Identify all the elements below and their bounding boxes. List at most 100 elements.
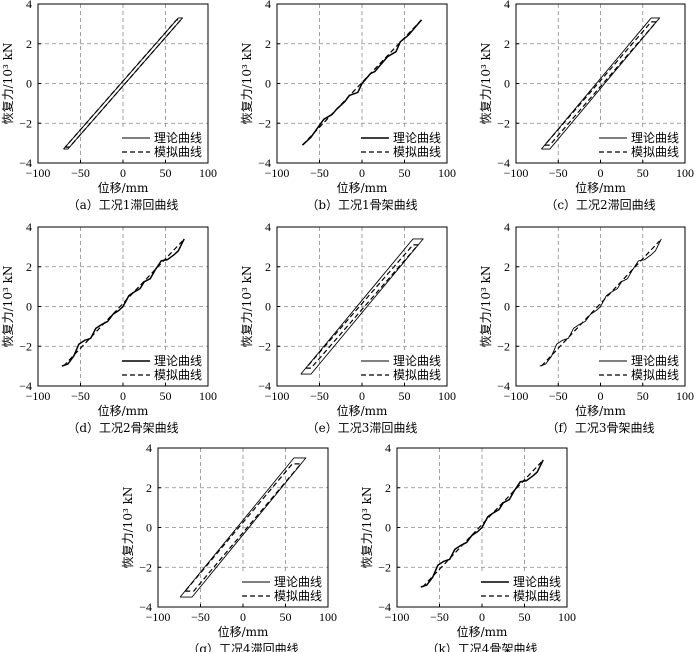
y-tick-label: 0 xyxy=(265,300,271,314)
series-line-theory xyxy=(300,238,424,375)
y-tick-label: −2 xyxy=(497,339,510,353)
y-axis-label: 恢复力/10³ kN xyxy=(240,43,254,125)
x-tick-label: −50 xyxy=(310,389,329,403)
chart-c: −100 −50 0 50 100 −4 −2 0 2 4 位移/mm 恢复力/10³ kN （c）工况… xyxy=(479,0,694,212)
x-tick-label: −100 xyxy=(265,166,290,180)
legend-label: 模拟曲线 xyxy=(274,589,322,603)
legend-label: 理论曲线 xyxy=(631,131,679,145)
series-line-theory xyxy=(179,457,307,598)
y-tick-label: 0 xyxy=(26,77,32,91)
legend-box xyxy=(595,352,681,382)
chart-caption: （d）工况2骨架曲线 xyxy=(67,421,178,435)
chart-a: −100 −50 0 50 100 −4 −2 0 2 4 位移/mm 恢复力/10³ kN （a）工况… xyxy=(1,0,217,212)
x-tick-label: 0 xyxy=(240,610,246,624)
x-tick-label: −50 xyxy=(549,389,568,403)
chart-k: −100 −50 0 50 100 −4 −2 0 2 4 位移/mm 恢复力/10³ kN （k）工况… xyxy=(360,441,576,652)
y-tick-label: 0 xyxy=(26,300,32,314)
x-tick-label: 50 xyxy=(399,166,411,180)
x-tick-label: 100 xyxy=(558,610,576,624)
chart-e: −100 −50 0 50 100 −4 −2 0 2 4 位移/mm 恢复力/10³ kN （e）工况… xyxy=(240,220,456,435)
x-tick-label: 0 xyxy=(120,389,126,403)
x-tick-label: −100 xyxy=(265,389,290,403)
y-axis-label: 恢复力/10³ kN xyxy=(121,487,135,569)
legend-box xyxy=(238,573,324,603)
x-tick-label: −100 xyxy=(385,610,410,624)
y-tick-label: 2 xyxy=(504,260,510,274)
x-axis-label: 位移/mm xyxy=(575,180,626,195)
x-axis-label: 位移/mm xyxy=(218,624,269,639)
x-tick-label: 100 xyxy=(438,389,456,403)
legend-label: 模拟曲线 xyxy=(393,368,441,382)
y-tick-label: 0 xyxy=(504,77,510,91)
y-tick-label: 0 xyxy=(146,521,152,535)
chart-caption: （g）工况4滞回曲线 xyxy=(187,642,298,652)
y-tick-label: −2 xyxy=(19,116,32,130)
series-line-simulation xyxy=(305,244,419,369)
x-axis-label: 位移/mm xyxy=(337,403,388,418)
y-tick-label: 4 xyxy=(26,0,32,11)
chart-caption: （k）工况4骨架曲线 xyxy=(427,642,538,652)
chart-caption: （c）工况2滞回曲线 xyxy=(545,198,655,212)
legend-label: 理论曲线 xyxy=(393,131,441,145)
legend-box xyxy=(118,129,204,159)
y-tick-label: 2 xyxy=(265,37,271,51)
x-tick-label: 100 xyxy=(438,166,456,180)
y-tick-label: −2 xyxy=(258,339,271,353)
series-line-simulation xyxy=(422,461,542,588)
y-tick-label: 2 xyxy=(504,37,510,51)
x-tick-label: 0 xyxy=(598,166,604,180)
x-tick-label: −50 xyxy=(549,166,568,180)
x-tick-label: 50 xyxy=(160,166,172,180)
legend-label: 模拟曲线 xyxy=(631,145,679,159)
x-tick-label: −50 xyxy=(71,389,90,403)
y-tick-label: −2 xyxy=(139,560,152,574)
y-tick-label: 2 xyxy=(146,481,152,495)
y-tick-label: −4 xyxy=(258,156,271,170)
x-tick-label: 100 xyxy=(319,610,337,624)
x-tick-label: 0 xyxy=(359,166,365,180)
y-tick-label: 4 xyxy=(385,441,391,455)
chart-g: −100 −50 0 50 100 −4 −2 0 2 4 位移/mm 恢复力/10³ kN （g）工况… xyxy=(121,441,337,652)
y-tick-label: −2 xyxy=(258,116,271,130)
x-tick-label: 50 xyxy=(399,389,411,403)
y-axis-label: 恢复力/10³ kN xyxy=(1,43,15,125)
chart-caption: （b）工况1骨架曲线 xyxy=(306,198,417,212)
y-tick-label: 4 xyxy=(146,441,152,455)
y-tick-label: −2 xyxy=(378,560,391,574)
y-tick-label: −2 xyxy=(497,116,510,130)
x-tick-label: 100 xyxy=(676,166,694,180)
y-tick-label: 4 xyxy=(504,220,510,234)
y-tick-label: 4 xyxy=(26,220,32,234)
legend-label: 理论曲线 xyxy=(154,131,202,145)
y-tick-label: 2 xyxy=(385,481,391,495)
x-tick-label: −50 xyxy=(71,166,90,180)
x-tick-label: 50 xyxy=(160,389,172,403)
x-tick-label: −100 xyxy=(26,389,51,403)
x-tick-label: −100 xyxy=(504,166,529,180)
y-tick-label: −2 xyxy=(19,339,32,353)
x-tick-label: 50 xyxy=(280,610,292,624)
chart-b: −100 −50 0 50 100 −4 −2 0 2 4 位移/mm 恢复力/10³ kN （b）工况… xyxy=(240,0,456,212)
x-tick-label: 0 xyxy=(598,389,604,403)
series-line-theory xyxy=(541,17,661,150)
x-tick-label: 100 xyxy=(199,166,217,180)
legend-label: 模拟曲线 xyxy=(154,368,202,382)
series-line-simulation xyxy=(63,240,183,367)
series-line-simulation xyxy=(540,240,661,367)
x-tick-label: −100 xyxy=(504,389,529,403)
legend-label: 理论曲线 xyxy=(513,575,561,589)
chart-d: −100 −50 0 50 100 −4 −2 0 2 4 位移/mm 恢复力/10³ kN （d）工况… xyxy=(1,220,217,435)
x-axis-label: 位移/mm xyxy=(98,180,149,195)
y-tick-label: 4 xyxy=(265,220,271,234)
legend-label: 模拟曲线 xyxy=(513,589,561,603)
y-tick-label: −4 xyxy=(497,156,510,170)
y-tick-label: 4 xyxy=(504,0,510,11)
legend-label: 理论曲线 xyxy=(631,354,679,368)
x-tick-label: −100 xyxy=(26,166,51,180)
legend-label: 模拟曲线 xyxy=(631,368,679,382)
y-axis-label: 恢复力/10³ kN xyxy=(240,266,254,348)
x-tick-label: 100 xyxy=(199,389,217,403)
x-tick-label: −50 xyxy=(430,610,449,624)
x-axis-label: 位移/mm xyxy=(575,403,626,418)
